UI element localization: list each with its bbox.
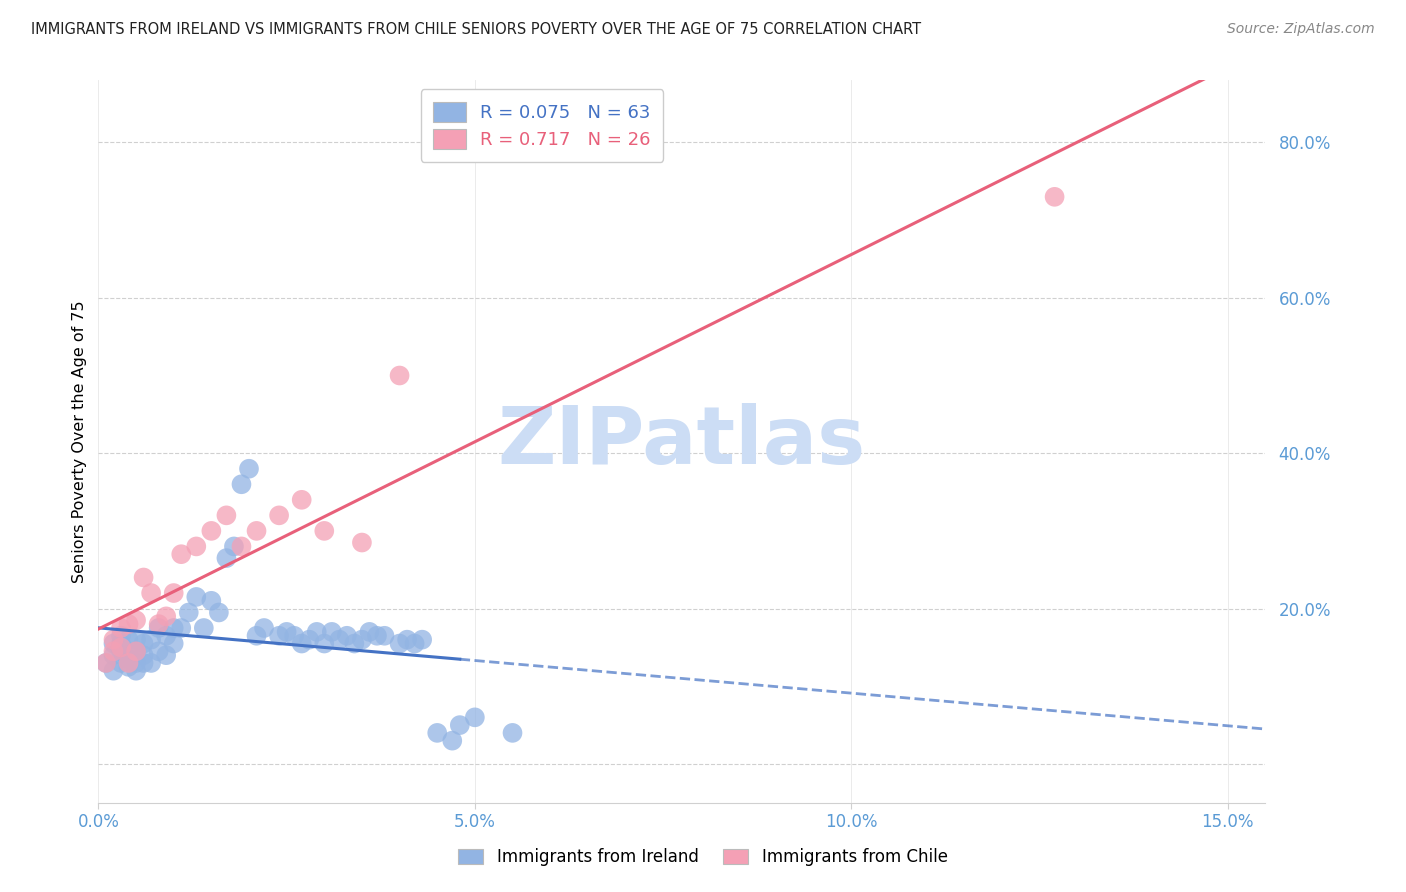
Point [103,636,125,650]
Point [110,640,132,655]
Point [253,621,276,635]
Point [426,726,449,740]
Point [222,540,245,554]
Point [238,461,260,475]
Point [298,632,321,647]
Point [388,368,411,383]
Point [200,594,222,608]
Point [215,508,238,523]
Point [388,636,411,650]
Point [94,656,117,670]
Point [163,636,186,650]
Text: ZIPatlas: ZIPatlas [498,402,866,481]
Point [117,656,139,670]
Point [163,621,186,635]
Point [117,617,139,632]
Point [103,632,125,647]
Point [231,540,253,554]
Point [200,524,222,538]
Point [269,508,291,523]
Point [125,664,148,678]
Point [125,632,148,647]
Point [117,660,139,674]
Legend: Immigrants from Ireland, Immigrants from Chile: Immigrants from Ireland, Immigrants from… [450,840,956,875]
Legend: R = 0.075   N = 63, R = 0.717   N = 26: R = 0.075 N = 63, R = 0.717 N = 26 [420,89,664,161]
Point [208,606,231,620]
Point [449,718,471,732]
Point [125,656,148,670]
Text: IMMIGRANTS FROM IRELAND VS IMMIGRANTS FROM CHILE SENIORS POVERTY OVER THE AGE OF: IMMIGRANTS FROM IRELAND VS IMMIGRANTS FR… [31,22,921,37]
Point [110,636,132,650]
Point [464,710,486,724]
Point [373,629,395,643]
Point [117,652,139,666]
Point [125,613,148,627]
Point [125,644,148,658]
Point [314,524,336,538]
Point [441,733,464,747]
Point [193,621,215,635]
Point [170,621,193,635]
Point [404,636,426,650]
Point [163,586,186,600]
Point [139,586,162,600]
Point [502,726,524,740]
Text: Source: ZipAtlas.com: Source: ZipAtlas.com [1227,22,1375,37]
Point [215,551,238,566]
Point [350,535,373,549]
Point [359,624,381,639]
Point [155,629,177,643]
Point [396,632,419,647]
Point [366,629,388,643]
Point [305,624,328,639]
Point [132,648,155,663]
Point [291,492,314,507]
Point [328,632,350,647]
Point [155,648,177,663]
Point [269,629,291,643]
Point [117,632,139,647]
Point [148,621,170,635]
Point [132,656,155,670]
Point [1043,190,1066,204]
Point [177,606,200,620]
Point [186,590,208,604]
Point [103,664,125,678]
Point [139,632,162,647]
Point [245,524,267,538]
Point [231,477,253,491]
Point [94,656,117,670]
Point [103,648,125,663]
Point [336,629,359,643]
Point [110,621,132,635]
Point [110,629,132,643]
Point [148,644,170,658]
Point [283,629,305,643]
Point [411,632,433,647]
Point [110,644,132,658]
Point [110,656,132,670]
Point [132,636,155,650]
Point [132,570,155,584]
Point [350,632,373,647]
Y-axis label: Seniors Poverty Over the Age of 75: Seniors Poverty Over the Age of 75 [72,301,87,582]
Point [125,644,148,658]
Point [139,656,162,670]
Point [117,648,139,663]
Point [245,629,267,643]
Point [314,636,336,650]
Point [148,617,170,632]
Point [170,547,193,561]
Point [343,636,366,650]
Point [186,540,208,554]
Point [291,636,314,650]
Point [103,644,125,658]
Point [155,609,177,624]
Point [276,624,298,639]
Point [321,624,343,639]
